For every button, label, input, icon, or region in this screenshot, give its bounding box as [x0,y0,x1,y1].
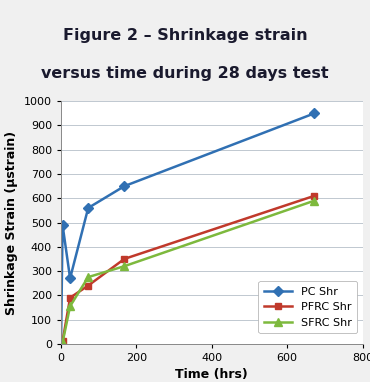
Line: SFRC Shr: SFRC Shr [57,196,319,348]
SFRC Shr [68,304,72,309]
PFRC Shr [312,194,317,198]
PC Shr [122,184,127,188]
PFRC Shr [59,342,63,346]
PFRC Shr [68,295,72,300]
X-axis label: Time (hrs): Time (hrs) [175,368,248,381]
Line: PC Shr: PC Shr [58,110,318,347]
Text: Figure 2 – Shrinkage strain: Figure 2 – Shrinkage strain [63,28,307,43]
SFRC Shr [122,264,127,269]
PC Shr [86,206,90,210]
Line: PFRC Shr: PFRC Shr [58,193,318,347]
Legend: PC Shr, PFRC Shr, SFRC Shr: PC Shr, PFRC Shr, SFRC Shr [258,281,357,333]
PC Shr [312,111,317,116]
PC Shr [60,223,65,227]
SFRC Shr [59,342,63,346]
Y-axis label: Shrinkage Strain (μstrain): Shrinkage Strain (μstrain) [6,130,18,315]
PC Shr [59,342,63,346]
PFRC Shr [86,283,90,288]
PFRC Shr [60,339,65,344]
PC Shr [68,276,72,281]
SFRC Shr [60,340,65,345]
SFRC Shr [86,275,90,279]
PFRC Shr [122,257,127,261]
SFRC Shr [312,198,317,203]
Text: versus time during 28 days test: versus time during 28 days test [41,65,329,81]
